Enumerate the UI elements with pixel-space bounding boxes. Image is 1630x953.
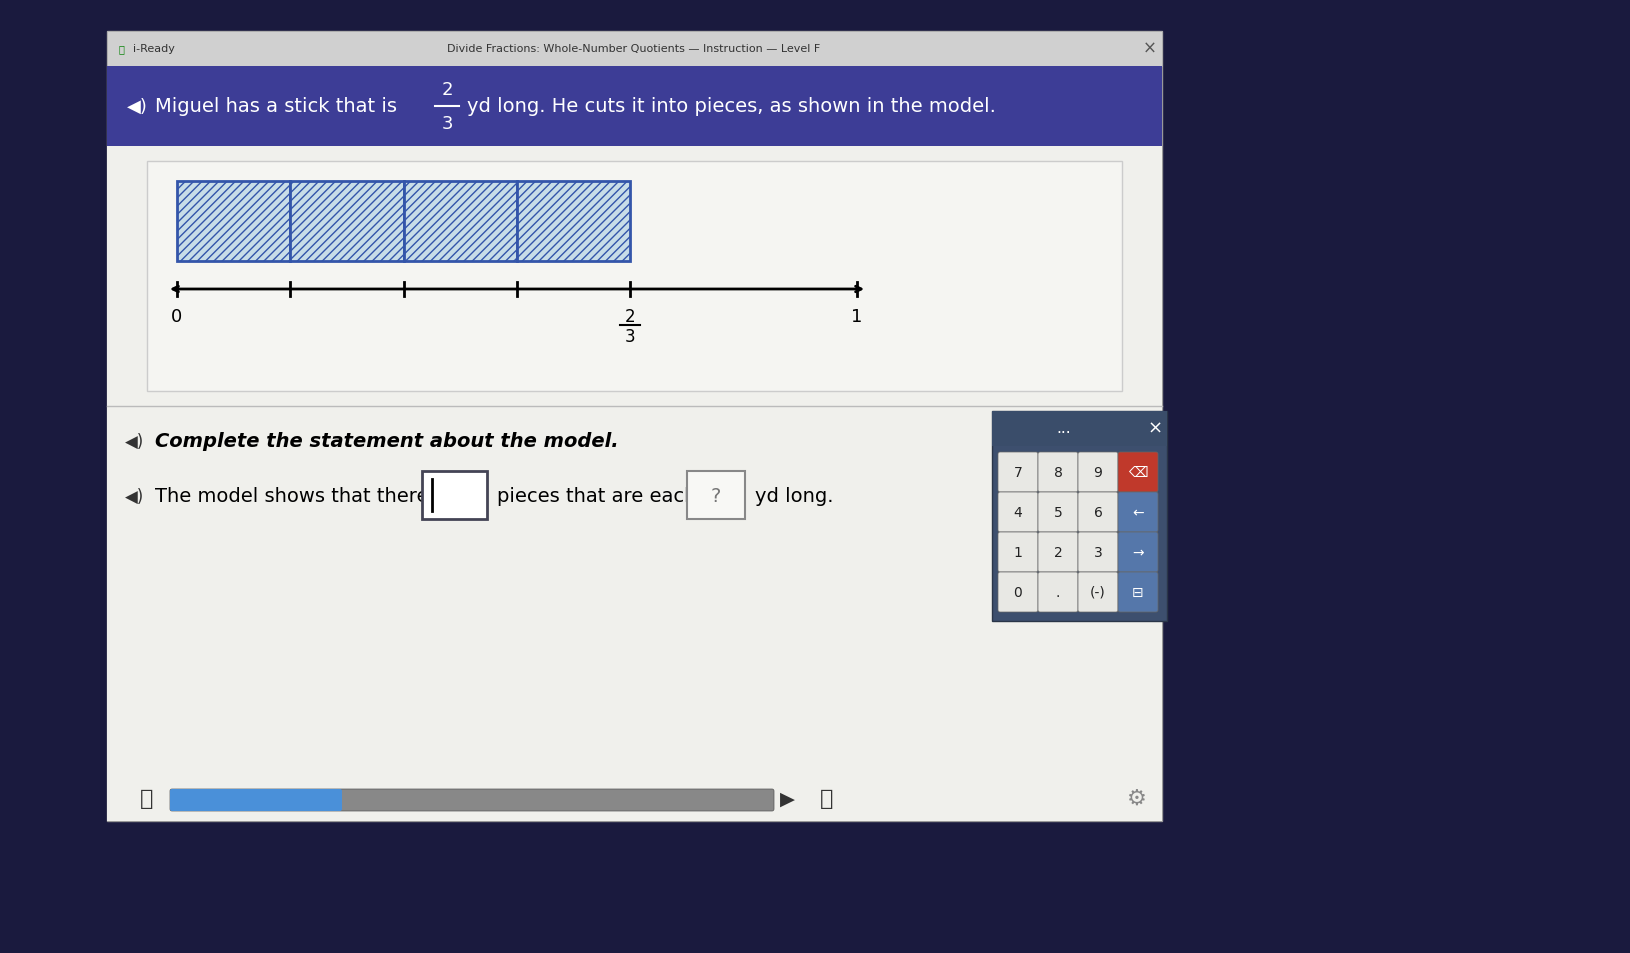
FancyBboxPatch shape <box>998 533 1037 573</box>
FancyBboxPatch shape <box>1117 493 1157 533</box>
Text: 0: 0 <box>171 308 183 326</box>
FancyBboxPatch shape <box>1077 453 1117 493</box>
Text: 1: 1 <box>1012 545 1022 559</box>
Text: 4: 4 <box>1012 505 1022 519</box>
Text: 3: 3 <box>624 328 636 346</box>
Text: 9: 9 <box>1092 465 1102 479</box>
Text: ⊟: ⊟ <box>1131 585 1143 599</box>
Bar <box>108 776 1161 821</box>
Text: 2: 2 <box>442 81 453 99</box>
Text: ⚙: ⚙ <box>1126 788 1146 808</box>
Text: ×: × <box>1143 40 1156 58</box>
Text: Complete the statement about the model.: Complete the statement about the model. <box>155 432 618 451</box>
Text: Miguel has a stick that is: Miguel has a stick that is <box>155 97 396 116</box>
FancyBboxPatch shape <box>170 789 774 811</box>
FancyBboxPatch shape <box>998 573 1037 613</box>
Text: ◀): ◀) <box>126 488 145 505</box>
Bar <box>108 32 1161 821</box>
Text: ▶: ▶ <box>779 789 794 807</box>
Text: .: . <box>1055 585 1060 599</box>
Text: The model shows that there are: The model shows that there are <box>155 487 466 506</box>
FancyBboxPatch shape <box>998 493 1037 533</box>
Bar <box>290 182 403 262</box>
Text: Divide Fractions: Whole-Number Quotients — Instruction — Level F: Divide Fractions: Whole-Number Quotients… <box>447 44 820 54</box>
Bar <box>517 182 629 262</box>
FancyBboxPatch shape <box>1117 533 1157 573</box>
FancyBboxPatch shape <box>1037 573 1077 613</box>
Text: ◀): ◀) <box>126 433 145 451</box>
Text: yd long. He cuts it into pieces, as shown in the model.: yd long. He cuts it into pieces, as show… <box>466 97 996 116</box>
Text: ⏮: ⏮ <box>140 788 153 808</box>
Text: →: → <box>1131 545 1143 559</box>
Text: 8: 8 <box>1053 465 1061 479</box>
FancyBboxPatch shape <box>1037 453 1077 493</box>
FancyBboxPatch shape <box>998 453 1037 493</box>
Text: 6: 6 <box>1092 505 1102 519</box>
Text: yd long.: yd long. <box>755 487 833 506</box>
Bar <box>108 67 1161 147</box>
Text: pieces that are each: pieces that are each <box>497 487 696 506</box>
Bar <box>991 412 1167 621</box>
Text: 3: 3 <box>442 115 453 132</box>
FancyBboxPatch shape <box>1037 533 1077 573</box>
FancyBboxPatch shape <box>1117 573 1157 613</box>
Text: 0: 0 <box>1012 585 1022 599</box>
Bar <box>422 472 487 519</box>
FancyBboxPatch shape <box>1037 493 1077 533</box>
Bar <box>147 162 1121 392</box>
Text: (-): (-) <box>1089 585 1105 599</box>
Text: i-Ready: i-Ready <box>134 44 174 54</box>
Text: 2: 2 <box>1053 545 1061 559</box>
Text: ←: ← <box>1131 505 1143 519</box>
Bar <box>178 182 290 262</box>
Text: ×: × <box>1148 419 1162 437</box>
Bar <box>991 412 1167 447</box>
Text: 7: 7 <box>1012 465 1022 479</box>
Text: 3: 3 <box>1094 545 1102 559</box>
Text: 1: 1 <box>851 308 862 326</box>
FancyBboxPatch shape <box>1077 493 1117 533</box>
Text: ...: ... <box>1056 421 1071 436</box>
Text: ⏸: ⏸ <box>820 788 833 808</box>
Text: 2: 2 <box>624 308 636 326</box>
Text: ⌫: ⌫ <box>1128 465 1148 479</box>
Text: 🍎: 🍎 <box>119 44 126 54</box>
FancyBboxPatch shape <box>1117 453 1157 493</box>
Bar <box>686 472 745 519</box>
FancyBboxPatch shape <box>170 789 342 811</box>
Bar <box>108 147 1161 821</box>
Text: 5: 5 <box>1053 505 1061 519</box>
Bar <box>108 32 1161 67</box>
FancyBboxPatch shape <box>1077 573 1117 613</box>
FancyBboxPatch shape <box>1077 533 1117 573</box>
Text: ?: ? <box>711 487 720 506</box>
Bar <box>403 182 517 262</box>
Text: ◀): ◀) <box>127 98 147 116</box>
